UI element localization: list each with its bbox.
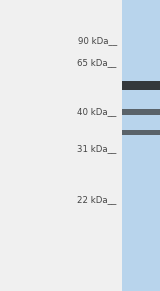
Text: 40 kDa__: 40 kDa__ (77, 108, 117, 116)
Text: 65 kDa__: 65 kDa__ (77, 58, 117, 67)
Bar (122, 109, 160, 115)
Text: 31 kDa__: 31 kDa__ (77, 145, 117, 153)
Bar (122, 81, 160, 90)
Bar (122, 0, 160, 291)
Text: 22 kDa__: 22 kDa__ (77, 195, 117, 204)
Bar (122, 130, 160, 135)
Text: 90 kDa__: 90 kDa__ (78, 36, 117, 45)
